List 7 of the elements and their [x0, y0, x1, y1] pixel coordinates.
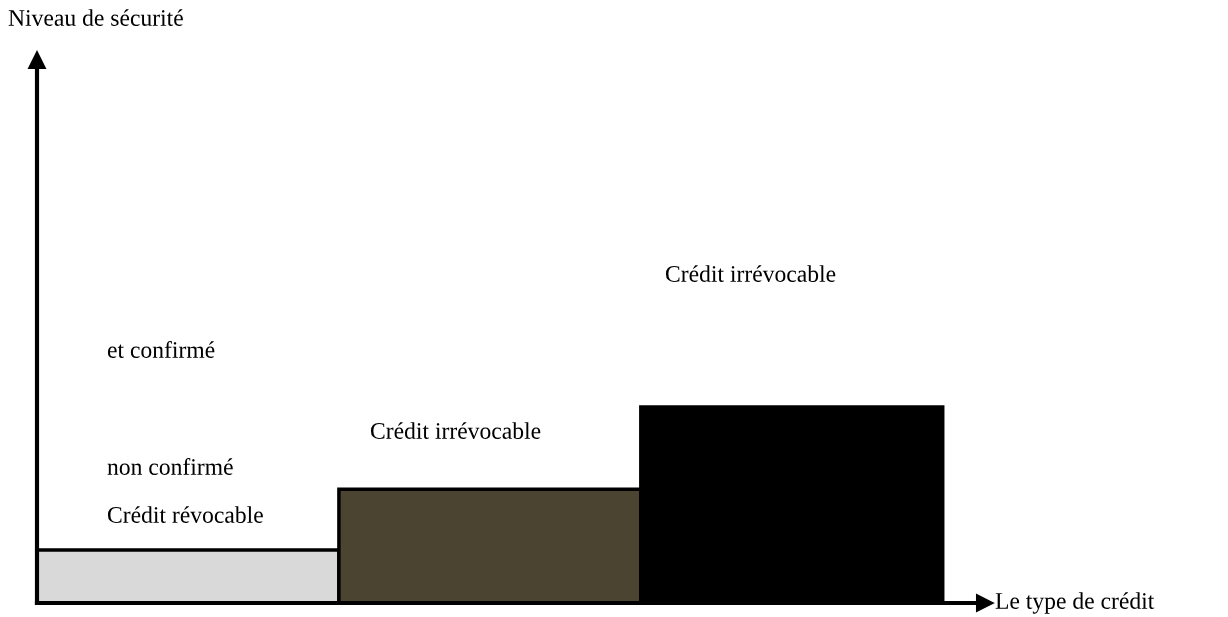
- text: Niveau de sécurité: [8, 9, 183, 26]
- annotation: Crédit révocable: [107, 506, 263, 523]
- annotation: non confirmé: [107, 458, 233, 475]
- x-axis-title: Le type de crédit: [995, 592, 1155, 614]
- annotation: Crédit irrévocable: [370, 422, 541, 439]
- text: et confirmé: [107, 341, 215, 358]
- text: Crédit irrévocable: [665, 265, 836, 282]
